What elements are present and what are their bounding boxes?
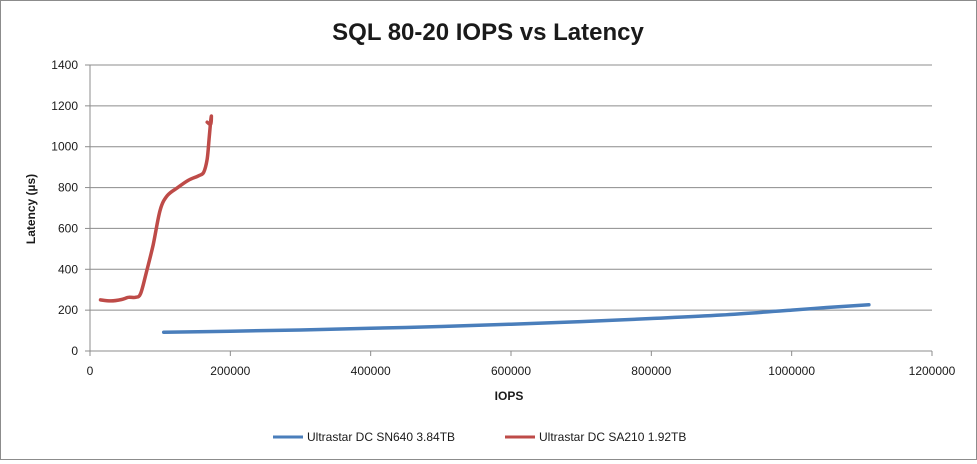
y-axis-label: Latency (µs) (24, 174, 38, 244)
y-tick-label: 600 (58, 221, 78, 235)
y-tick-label: 1000 (51, 140, 78, 154)
x-tick-label: 600000 (491, 364, 531, 378)
y-tick-label: 400 (58, 262, 78, 276)
y-tick-label: 800 (58, 181, 78, 195)
y-tick-label: 1400 (51, 58, 78, 72)
chart-title: SQL 80-20 IOPS vs Latency (332, 19, 644, 46)
y-tick-label: 1200 (51, 99, 78, 113)
x-tick-label: 1200000 (909, 364, 956, 378)
x-tick-label: 1000000 (768, 364, 815, 378)
x-tick-label: 200000 (210, 364, 250, 378)
legend: Ultrastar DC SN640 3.84TB Ultrastar DC S… (273, 430, 686, 444)
x-tick-label: 800000 (631, 364, 671, 378)
gridlines (90, 64, 932, 352)
y-tick-label: 200 (58, 303, 78, 317)
legend-label-sn640: Ultrastar DC SN640 3.84TB (307, 430, 455, 444)
series-lines (98, 114, 871, 334)
x-axis-label: IOPS (495, 389, 524, 403)
legend-label-sa210: Ultrastar DC SA210 1.92TB (539, 430, 686, 444)
x-axis-ticks: 0 200000 400000 600000 800000 1000000 1200000 (87, 351, 956, 378)
series-line-0 (161, 303, 871, 334)
x-tick-label: 400000 (351, 364, 391, 378)
y-axis-ticks: 0 200 400 600 800 1000 1200 1400 (51, 58, 90, 358)
x-tick-label: 0 (87, 364, 94, 378)
y-tick-label: 0 (71, 344, 78, 358)
series-line-1 (98, 114, 214, 303)
